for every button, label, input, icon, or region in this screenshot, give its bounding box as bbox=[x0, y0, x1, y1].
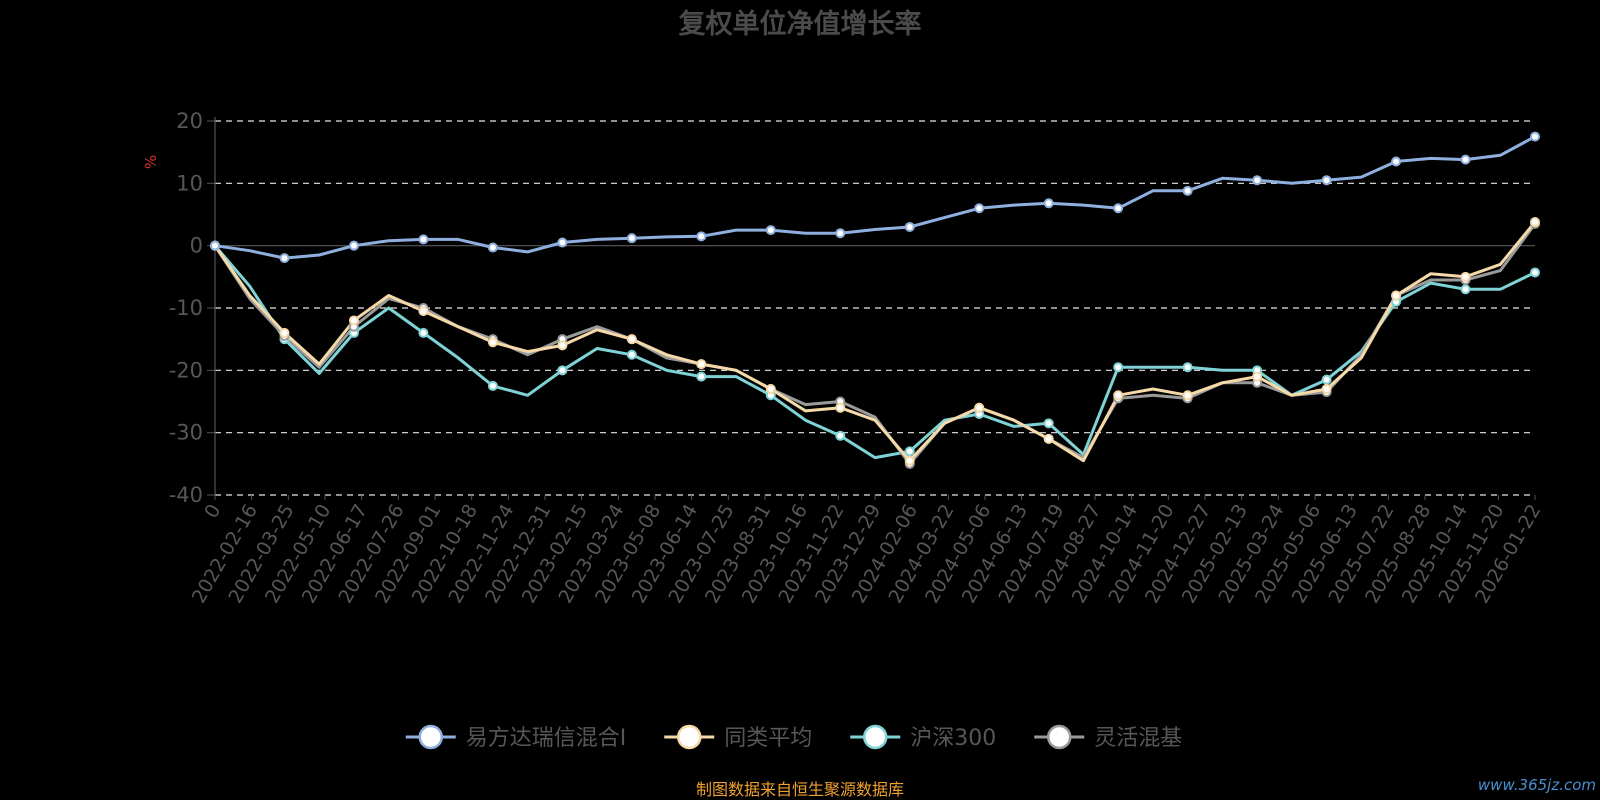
series-point bbox=[1321, 374, 1332, 385]
legend-item[interactable]: 同类平均 bbox=[664, 724, 812, 751]
series-point bbox=[1252, 371, 1263, 382]
legend-item[interactable]: 灵活混基 bbox=[1034, 724, 1182, 751]
series-point bbox=[348, 315, 359, 326]
series-point bbox=[626, 334, 637, 345]
legend-label: 灵活混基 bbox=[1094, 726, 1182, 751]
legend[interactable]: 易方达瑞信混合I 同类平均 沪深300 灵活混基 bbox=[405, 724, 1182, 751]
series-point bbox=[696, 231, 707, 242]
legend-label: 沪深300 bbox=[910, 726, 996, 751]
data-source-note: 制图数据来自恒生聚源数据库 bbox=[696, 780, 904, 799]
series-point bbox=[1113, 362, 1124, 373]
y-tick-label: 10 bbox=[176, 171, 203, 195]
series-point bbox=[904, 221, 915, 232]
series-point bbox=[835, 402, 846, 413]
series-lines bbox=[213, 135, 1537, 466]
series-point bbox=[835, 228, 846, 239]
y-tick-label: -30 bbox=[169, 421, 203, 445]
series-point bbox=[1043, 198, 1054, 209]
series-point bbox=[487, 242, 498, 253]
series-point bbox=[1182, 390, 1193, 401]
series-point bbox=[1530, 131, 1540, 142]
series-point bbox=[1321, 384, 1332, 395]
series-point bbox=[1182, 362, 1193, 373]
series-point bbox=[696, 371, 707, 382]
legend-marker-icon bbox=[418, 724, 444, 750]
series-point bbox=[279, 327, 290, 338]
series-point bbox=[835, 430, 846, 441]
y-axis-unit-label: % bbox=[142, 155, 160, 169]
series-point bbox=[1460, 284, 1471, 295]
series-point bbox=[696, 359, 707, 370]
series-point bbox=[1530, 216, 1540, 227]
series-point bbox=[348, 240, 359, 251]
series-point bbox=[487, 380, 498, 391]
series-point bbox=[1043, 418, 1054, 429]
legend-marker-icon bbox=[1046, 724, 1072, 750]
series-point bbox=[1321, 175, 1332, 186]
watermark: www.365jz.com bbox=[1478, 776, 1596, 794]
series-point bbox=[1043, 433, 1054, 444]
series-point bbox=[1182, 185, 1193, 196]
series-point bbox=[557, 340, 568, 351]
series-line bbox=[213, 221, 1537, 463]
y-tick-label: -40 bbox=[169, 483, 203, 507]
series-point bbox=[418, 306, 429, 317]
series-line bbox=[214, 135, 1536, 260]
x-tick-label: 0 bbox=[200, 501, 225, 522]
chart-title: 复权单位净值增长率 bbox=[679, 8, 922, 40]
y-tick-label: 0 bbox=[190, 234, 203, 258]
series-point bbox=[626, 349, 637, 360]
series-point bbox=[1391, 156, 1402, 167]
series-point bbox=[279, 253, 290, 264]
series-point bbox=[765, 225, 776, 236]
series-line bbox=[213, 244, 1536, 460]
series-point bbox=[1391, 290, 1402, 301]
y-tick-label: -10 bbox=[169, 296, 203, 320]
series-point bbox=[418, 234, 429, 245]
series-point bbox=[765, 384, 776, 395]
series-point bbox=[418, 327, 429, 338]
series-point bbox=[1113, 203, 1124, 214]
series-point bbox=[1460, 271, 1471, 282]
series-points bbox=[210, 131, 1540, 469]
legend-marker-icon bbox=[676, 724, 702, 750]
series-point bbox=[1113, 390, 1124, 401]
legend-label: 同类平均 bbox=[724, 726, 812, 751]
legend-item[interactable]: 易方达瑞信混合I bbox=[405, 724, 627, 751]
y-tick-label: 20 bbox=[176, 109, 203, 133]
series-point bbox=[1252, 175, 1263, 186]
series-point bbox=[974, 402, 985, 413]
series-point bbox=[974, 203, 985, 214]
series-point bbox=[557, 237, 568, 248]
series-point bbox=[557, 365, 568, 376]
series-line bbox=[213, 223, 1537, 466]
legend-marker-icon bbox=[862, 724, 888, 750]
series-point bbox=[904, 455, 915, 466]
series-point bbox=[904, 446, 915, 457]
y-tick-label: -20 bbox=[169, 358, 203, 382]
legend-label: 易方达瑞信混合I bbox=[466, 726, 627, 751]
series-point bbox=[626, 233, 637, 244]
series-point bbox=[1530, 267, 1540, 278]
legend-item[interactable]: 沪深300 bbox=[850, 724, 996, 751]
series-point bbox=[210, 240, 220, 251]
series-point bbox=[1460, 154, 1471, 165]
series-point bbox=[487, 337, 498, 348]
